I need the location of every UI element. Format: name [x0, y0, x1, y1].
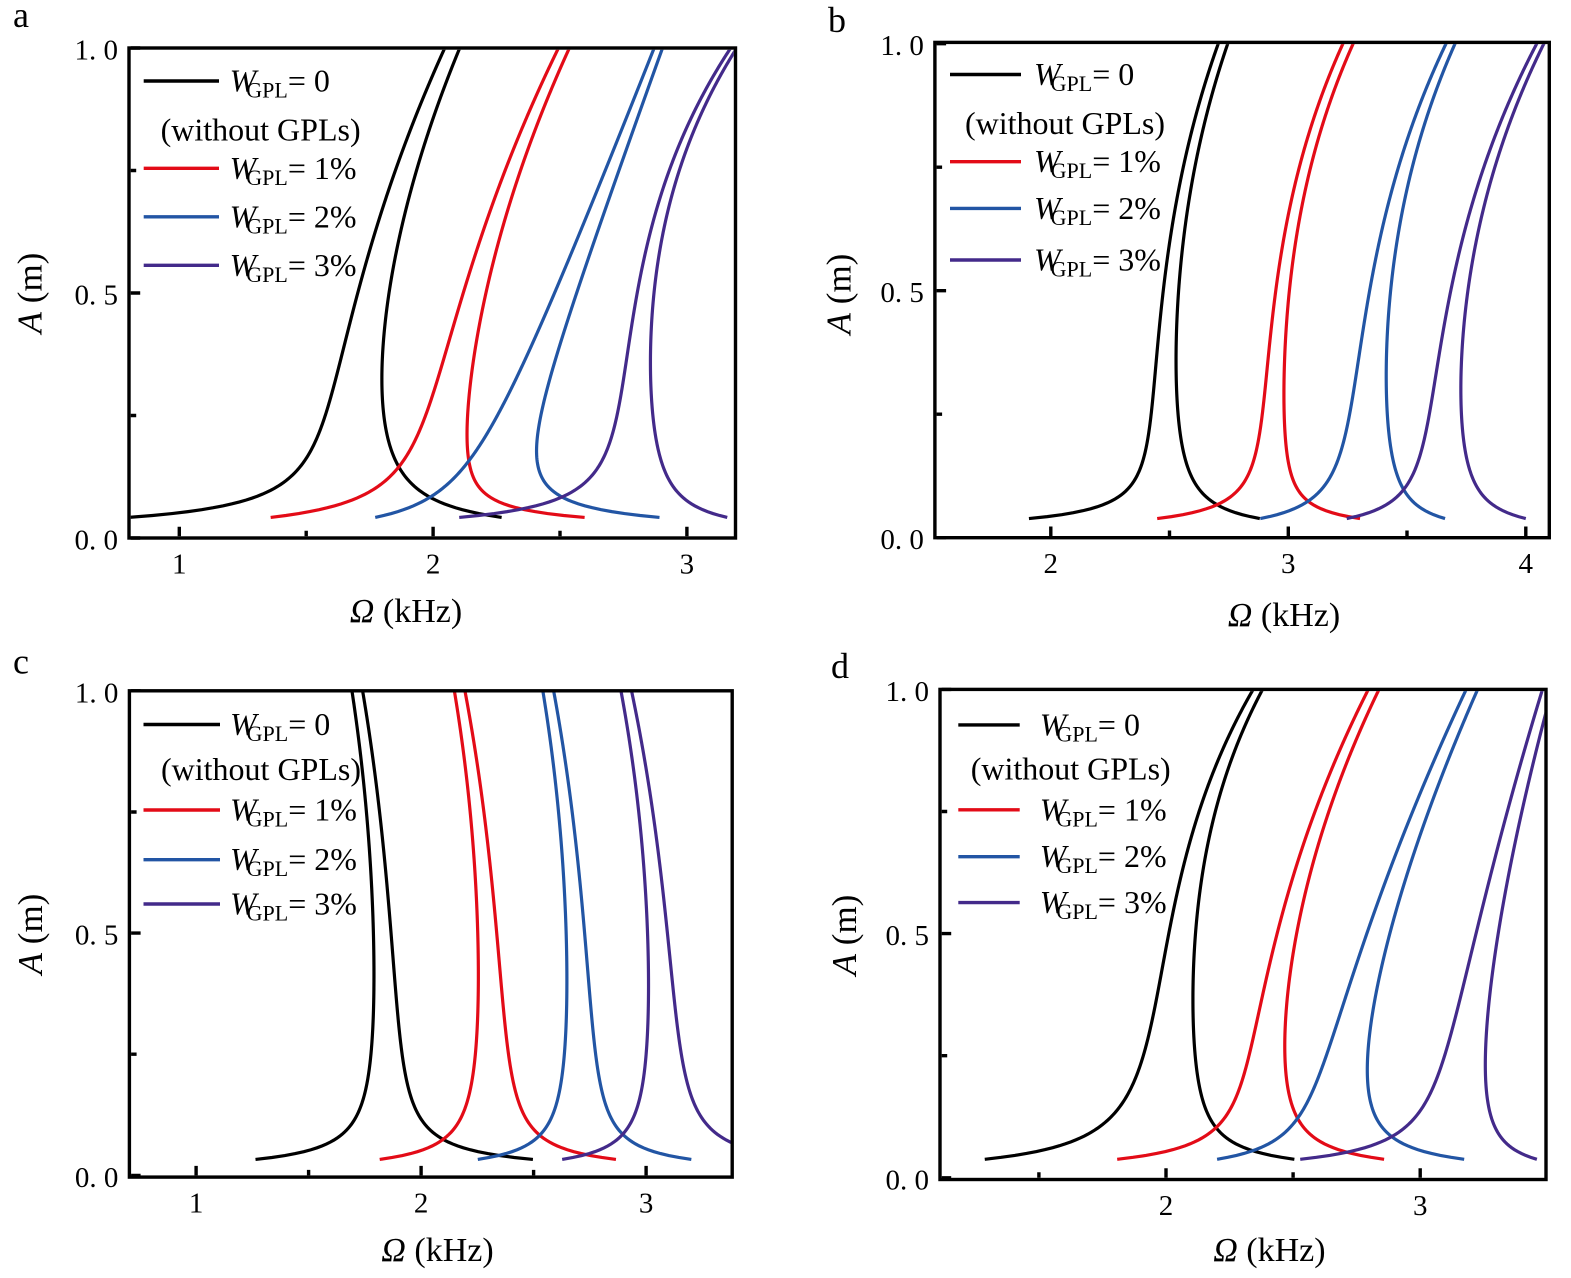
svg-text:WGPL= 0: WGPL= 0	[1034, 56, 1134, 96]
svg-text:WGPL= 2%: WGPL= 2%	[1040, 838, 1167, 878]
svg-text:WGPL= 1%: WGPL= 1%	[230, 792, 357, 832]
svg-text:(without GPLs): (without GPLs)	[161, 751, 361, 787]
svg-text:b: b	[828, 0, 846, 40]
svg-text:0. 0: 0. 0	[886, 1164, 930, 1196]
svg-text:2: 2	[426, 549, 441, 581]
svg-text:(without GPLs): (without GPLs)	[971, 750, 1171, 786]
svg-text:Ω (kHz): Ω (kHz)	[1213, 1232, 1325, 1269]
svg-text:3: 3	[639, 1188, 654, 1220]
svg-text:WGPL= 0: WGPL= 0	[1040, 706, 1140, 746]
svg-text:2: 2	[414, 1188, 429, 1220]
svg-text:0. 5: 0. 5	[75, 920, 119, 952]
svg-text:3: 3	[1413, 1190, 1428, 1222]
svg-text:0. 5: 0. 5	[880, 277, 924, 309]
svg-text:a: a	[13, 0, 29, 35]
svg-text:WGPL= 0: WGPL= 0	[230, 706, 330, 746]
svg-text:Ω (kHz): Ω (kHz)	[381, 1232, 493, 1269]
svg-text:(without GPLs): (without GPLs)	[965, 105, 1165, 141]
svg-text:0. 0: 0. 0	[880, 524, 924, 556]
svg-text:WGPL= 1%: WGPL= 1%	[1040, 791, 1167, 831]
svg-text:c: c	[13, 642, 29, 682]
svg-text:A (m): A (m)	[825, 895, 864, 978]
svg-text:1: 1	[172, 549, 187, 581]
svg-text:A (m): A (m)	[11, 894, 50, 977]
svg-text:2: 2	[1044, 548, 1059, 580]
svg-text:3: 3	[1281, 548, 1296, 580]
svg-text:WGPL= 3%: WGPL= 3%	[1034, 242, 1161, 282]
svg-text:WGPL= 1%: WGPL= 1%	[230, 150, 357, 190]
svg-text:1. 0: 1. 0	[886, 676, 930, 708]
svg-text:1. 0: 1. 0	[75, 677, 119, 709]
svg-text:WGPL= 3%: WGPL= 3%	[1040, 884, 1167, 924]
svg-text:0. 0: 0. 0	[75, 525, 119, 557]
svg-text:0. 0: 0. 0	[75, 1162, 119, 1194]
svg-text:d: d	[831, 646, 849, 686]
svg-text:WGPL= 3%: WGPL= 3%	[230, 247, 357, 287]
svg-text:WGPL= 0: WGPL= 0	[230, 63, 330, 103]
svg-text:2: 2	[1159, 1190, 1174, 1222]
svg-text:4: 4	[1519, 548, 1534, 580]
svg-text:0. 5: 0. 5	[75, 280, 119, 312]
svg-text:0. 5: 0. 5	[886, 920, 930, 952]
svg-text:WGPL= 3%: WGPL= 3%	[230, 886, 357, 926]
svg-text:(without GPLs): (without GPLs)	[161, 111, 361, 147]
svg-text:Ω (kHz): Ω (kHz)	[1228, 597, 1340, 634]
svg-text:WGPL= 2%: WGPL= 2%	[1034, 190, 1161, 230]
svg-text:3: 3	[680, 549, 695, 581]
svg-text:1: 1	[189, 1188, 204, 1220]
svg-text:A (m): A (m)	[820, 254, 859, 337]
svg-text:WGPL= 2%: WGPL= 2%	[230, 198, 357, 238]
svg-text:A (m): A (m)	[11, 253, 50, 336]
svg-text:1. 0: 1. 0	[75, 35, 119, 67]
svg-text:1. 0: 1. 0	[880, 30, 924, 62]
svg-text:WGPL= 1%: WGPL= 1%	[1034, 143, 1161, 183]
svg-text:WGPL= 2%: WGPL= 2%	[230, 841, 357, 881]
svg-text:Ω (kHz): Ω (kHz)	[350, 593, 462, 630]
